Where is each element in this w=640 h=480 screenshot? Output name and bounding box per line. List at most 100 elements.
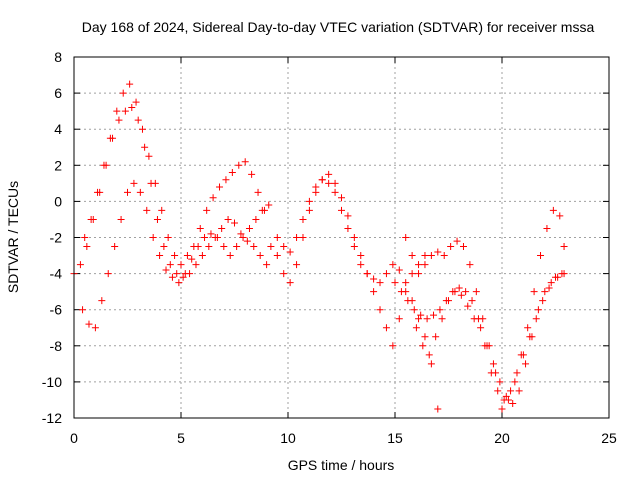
data-point <box>554 273 562 281</box>
data-point <box>98 297 106 305</box>
data-point <box>402 234 410 241</box>
data-point <box>216 183 224 191</box>
data-point <box>389 261 397 269</box>
data-point <box>515 387 523 395</box>
y-tick-label: 2 <box>54 157 62 173</box>
data-point <box>158 206 166 214</box>
data-point <box>511 378 519 386</box>
data-point <box>273 252 281 260</box>
series-track-c <box>79 179 273 332</box>
data-point <box>305 197 313 205</box>
data-point <box>325 170 333 178</box>
data-point <box>173 270 181 278</box>
data-point <box>545 284 553 292</box>
data-points <box>70 80 568 413</box>
x-tick-label: 25 <box>601 430 617 446</box>
data-point <box>560 243 568 251</box>
data-point <box>502 392 510 400</box>
data-point <box>419 342 427 350</box>
y-tick-labels: -12 -10 -8 -6 -4 -2 0 2 4 6 8 <box>42 49 62 426</box>
series-track-g <box>402 206 568 413</box>
data-point <box>338 206 345 214</box>
data-point <box>192 261 200 269</box>
data-point <box>130 179 138 187</box>
data-point <box>318 176 326 184</box>
data-point <box>171 252 179 260</box>
data-point <box>198 252 206 260</box>
data-point <box>489 360 497 368</box>
data-point <box>100 161 108 169</box>
y-tick-label: 0 <box>54 193 62 209</box>
data-point <box>417 311 425 319</box>
series-track-h <box>412 270 568 408</box>
data-point <box>209 194 217 202</box>
data-point <box>237 230 245 238</box>
data-point <box>149 234 157 241</box>
data-point <box>299 215 307 223</box>
data-point <box>498 405 506 413</box>
y-tick-label: -12 <box>42 410 62 426</box>
data-point <box>468 297 476 305</box>
data-point <box>457 291 465 299</box>
data-point <box>111 243 119 251</box>
data-point <box>338 194 345 202</box>
data-point <box>252 215 260 223</box>
data-point <box>434 248 442 256</box>
data-point <box>504 396 512 404</box>
data-point <box>162 266 170 274</box>
data-point <box>453 237 461 245</box>
data-point <box>363 270 371 278</box>
data-point <box>357 252 365 260</box>
data-point <box>183 252 191 260</box>
data-point <box>164 234 172 241</box>
data-point <box>226 252 234 260</box>
data-point <box>286 248 294 256</box>
data-point <box>470 315 478 323</box>
plot-frame <box>73 56 610 419</box>
data-point <box>106 134 114 142</box>
x-tick-label: 20 <box>494 430 510 446</box>
data-point <box>126 80 134 88</box>
data-point <box>462 288 470 296</box>
data-point <box>235 161 243 169</box>
data-point <box>427 360 435 368</box>
data-point <box>263 261 271 269</box>
data-point <box>507 387 515 395</box>
x-axis-label: GPS time / hours <box>288 457 395 473</box>
data-point <box>415 261 423 269</box>
data-point <box>94 188 102 196</box>
data-point <box>239 234 247 241</box>
y-tick-label: -8 <box>50 338 63 354</box>
x-tick-label: 10 <box>280 430 296 446</box>
data-point <box>430 311 438 319</box>
data-point <box>447 243 455 251</box>
y-tick-label: 4 <box>54 121 62 137</box>
data-point <box>280 243 288 251</box>
y-tick-label: -4 <box>50 266 63 282</box>
data-point <box>177 261 185 269</box>
data-point <box>350 243 358 251</box>
y-tick-label: -2 <box>50 230 63 246</box>
grid-lines <box>74 57 609 418</box>
data-point <box>421 261 429 269</box>
data-point <box>265 201 273 209</box>
data-point <box>344 224 352 232</box>
data-point <box>248 170 256 178</box>
data-point <box>434 405 442 413</box>
data-point <box>117 215 125 223</box>
data-point <box>156 252 164 260</box>
data-point <box>121 107 129 115</box>
data-point <box>410 306 418 314</box>
data-point <box>233 243 241 251</box>
data-point <box>477 324 485 332</box>
data-point <box>421 333 429 341</box>
data-point <box>273 234 281 241</box>
data-point <box>451 288 459 296</box>
x-tick-label: 0 <box>70 430 78 446</box>
data-point <box>115 116 123 124</box>
data-point <box>402 279 410 287</box>
data-point <box>421 252 429 260</box>
data-point <box>496 378 504 386</box>
data-point <box>81 234 89 241</box>
data-point <box>325 179 333 187</box>
